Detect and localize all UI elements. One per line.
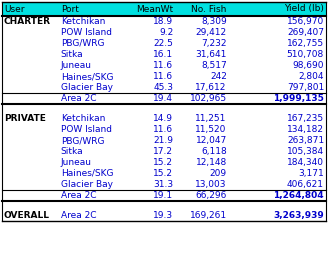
Text: 15.2: 15.2: [154, 169, 173, 178]
Text: Sitka: Sitka: [61, 147, 83, 156]
Text: 21.9: 21.9: [154, 136, 173, 145]
Text: OVERALL: OVERALL: [4, 211, 50, 220]
Text: Ketchikan: Ketchikan: [61, 114, 105, 123]
Text: 17.2: 17.2: [154, 147, 173, 156]
Text: 45.3: 45.3: [154, 83, 173, 92]
Text: 98,690: 98,690: [293, 61, 324, 70]
Text: 13,003: 13,003: [195, 180, 227, 189]
Text: 3,171: 3,171: [298, 169, 324, 178]
Text: 3,263,939: 3,263,939: [273, 211, 324, 220]
Text: 19.1: 19.1: [153, 191, 173, 200]
Text: Glacier Bay: Glacier Bay: [61, 180, 113, 189]
Text: 15.2: 15.2: [154, 158, 173, 167]
Text: PBG/WRG: PBG/WRG: [61, 39, 104, 48]
Text: 31.3: 31.3: [153, 180, 173, 189]
Text: POW Island: POW Island: [61, 125, 112, 134]
Text: POW Island: POW Island: [61, 28, 112, 37]
Text: Yield (lb): Yield (lb): [284, 4, 324, 13]
Text: 510,708: 510,708: [287, 50, 324, 59]
Text: PBG/WRG: PBG/WRG: [61, 136, 104, 145]
Text: CHARTER: CHARTER: [4, 17, 51, 26]
Text: 169,261: 169,261: [190, 211, 227, 220]
Text: 31,641: 31,641: [195, 50, 227, 59]
Text: 29,412: 29,412: [196, 28, 227, 37]
Text: 11,520: 11,520: [195, 125, 227, 134]
Text: 2,804: 2,804: [298, 72, 324, 81]
Text: 184,340: 184,340: [287, 158, 324, 167]
Text: Juneau: Juneau: [61, 61, 92, 70]
Text: No. Fish: No. Fish: [192, 4, 227, 13]
Text: Glacier Bay: Glacier Bay: [61, 83, 113, 92]
Text: 9.2: 9.2: [159, 28, 173, 37]
Text: 19.4: 19.4: [154, 94, 173, 103]
Text: 11.6: 11.6: [153, 72, 173, 81]
Text: 8,517: 8,517: [201, 61, 227, 70]
Text: MeanWt: MeanWt: [136, 4, 173, 13]
Text: Area 2C: Area 2C: [61, 211, 96, 220]
Text: 19.3: 19.3: [153, 211, 173, 220]
Text: PRIVATE: PRIVATE: [4, 114, 46, 123]
Text: 16.1: 16.1: [153, 50, 173, 59]
Text: 105,384: 105,384: [287, 147, 324, 156]
Text: Port: Port: [61, 4, 79, 13]
Text: Haines/SKG: Haines/SKG: [61, 72, 113, 81]
Text: 18.9: 18.9: [153, 17, 173, 26]
Text: Area 2C: Area 2C: [61, 191, 96, 200]
Text: 17,612: 17,612: [195, 83, 227, 92]
Text: Ketchikan: Ketchikan: [61, 17, 105, 26]
Text: 209: 209: [210, 169, 227, 178]
Text: Sitka: Sitka: [61, 50, 83, 59]
Text: 406,621: 406,621: [287, 180, 324, 189]
Text: Haines/SKG: Haines/SKG: [61, 169, 113, 178]
Text: 242: 242: [210, 72, 227, 81]
Text: Area 2C: Area 2C: [61, 94, 96, 103]
Text: 797,801: 797,801: [287, 83, 324, 92]
Text: 156,970: 156,970: [287, 17, 324, 26]
Text: 8,309: 8,309: [201, 17, 227, 26]
Text: 11,251: 11,251: [195, 114, 227, 123]
Text: 7,232: 7,232: [201, 39, 227, 48]
Text: 66,296: 66,296: [195, 191, 227, 200]
Text: User: User: [4, 4, 25, 13]
Bar: [2, 2, 326, 16]
Text: 263,871: 263,871: [287, 136, 324, 145]
Text: 269,407: 269,407: [287, 28, 324, 37]
Text: 6,118: 6,118: [201, 147, 227, 156]
Text: 167,235: 167,235: [287, 114, 324, 123]
Text: 12,047: 12,047: [195, 136, 227, 145]
Text: 102,965: 102,965: [190, 94, 227, 103]
Text: 11.6: 11.6: [153, 61, 173, 70]
Text: 11.6: 11.6: [153, 125, 173, 134]
Text: Juneau: Juneau: [61, 158, 92, 167]
Text: 22.5: 22.5: [154, 39, 173, 48]
Text: 162,755: 162,755: [287, 39, 324, 48]
Text: 12,148: 12,148: [195, 158, 227, 167]
Text: 1,264,804: 1,264,804: [273, 191, 324, 200]
Text: 1,999,135: 1,999,135: [273, 94, 324, 103]
Text: 14.9: 14.9: [154, 114, 173, 123]
Text: 134,182: 134,182: [287, 125, 324, 134]
